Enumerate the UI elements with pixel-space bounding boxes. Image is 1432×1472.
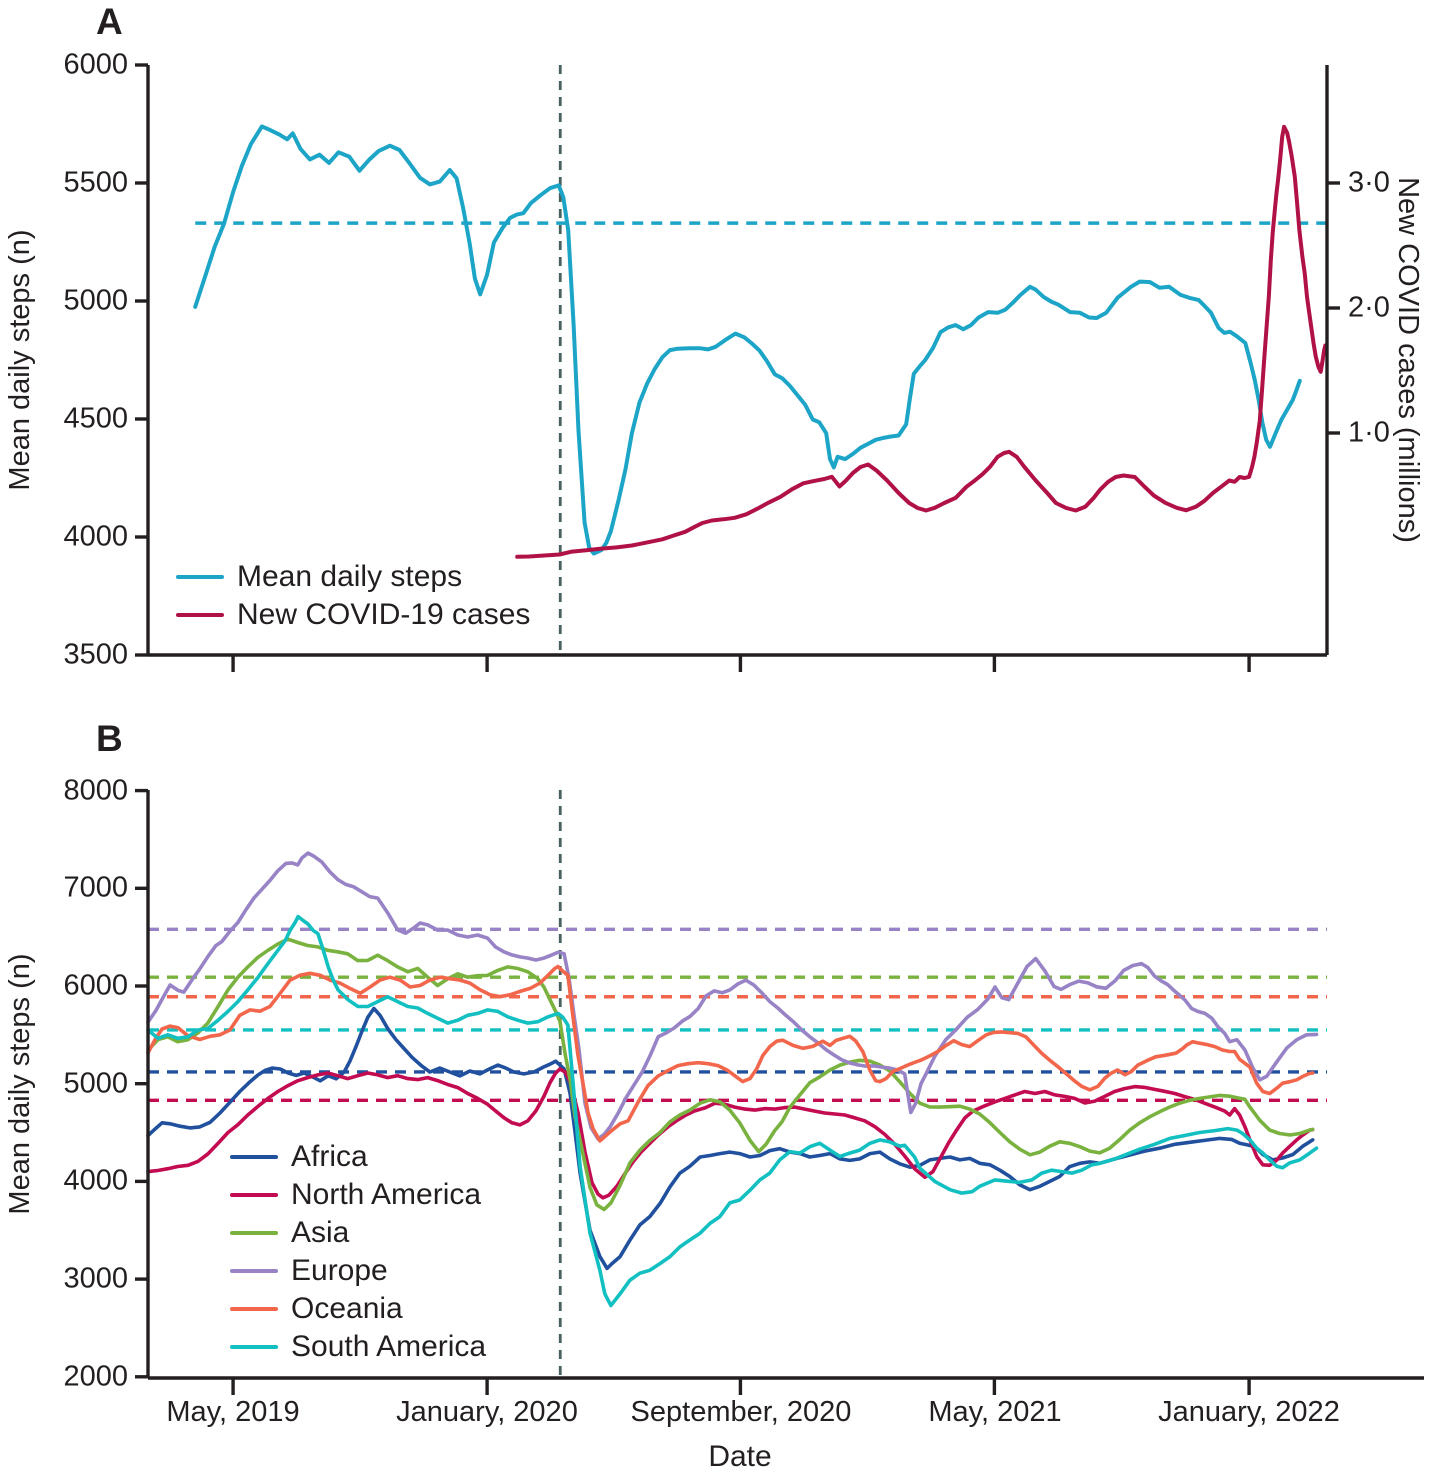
oceania-line-swatch bbox=[230, 1307, 278, 1311]
a-legend-item-steps: Mean daily steps bbox=[176, 559, 462, 595]
b-ytick: 8000 bbox=[63, 774, 128, 807]
b-ytick: 6000 bbox=[63, 969, 128, 1002]
a-legend-label: Mean daily steps bbox=[237, 560, 463, 593]
north-america-line-swatch bbox=[230, 1193, 278, 1197]
b-ytick: 7000 bbox=[63, 871, 128, 904]
b-legend-label: North America bbox=[291, 1178, 482, 1211]
b-legend-label: South America bbox=[291, 1330, 487, 1363]
a-y-right-axis-title: New COVID cases (millions) bbox=[1392, 177, 1424, 543]
a-y-left-axis-title: Mean daily steps (n) bbox=[4, 229, 36, 491]
b-legend-label: Africa bbox=[291, 1140, 368, 1173]
a-ytick-right: 1·0 bbox=[1348, 416, 1390, 449]
a-ytick-left: 4500 bbox=[63, 402, 128, 435]
steps-line-swatch bbox=[176, 575, 224, 579]
b-legend-item-oceania: Oceania bbox=[230, 1291, 403, 1327]
b-legend-item-asia: Asia bbox=[230, 1215, 349, 1251]
x-tick-label: May, 2021 bbox=[928, 1396, 1062, 1428]
b-legend-label: Europe bbox=[291, 1254, 388, 1287]
covid-line-swatch bbox=[176, 613, 224, 617]
x-tick-label: January, 2022 bbox=[1158, 1396, 1340, 1428]
x-tick-label: September, 2020 bbox=[630, 1396, 852, 1428]
a-ytick-left: 4000 bbox=[63, 520, 128, 553]
b-legend-label: Asia bbox=[291, 1216, 350, 1249]
africa-line-swatch bbox=[230, 1155, 278, 1159]
a-legend-item-covid: New COVID-19 cases bbox=[176, 597, 530, 633]
a-ytick-left: 3500 bbox=[63, 638, 128, 671]
x-tick-label: January, 2020 bbox=[396, 1396, 578, 1428]
asia-line-swatch bbox=[230, 1231, 278, 1235]
b-legend-item-south-america: South America bbox=[230, 1329, 486, 1365]
b-legend-item-africa: Africa bbox=[230, 1139, 368, 1175]
b-ytick: 5000 bbox=[63, 1067, 128, 1100]
b-ytick: 2000 bbox=[63, 1360, 128, 1393]
a-ytick-left: 6000 bbox=[63, 48, 128, 81]
a-ytick-right: 3·0 bbox=[1348, 166, 1390, 199]
b-legend-item-north-america: North America bbox=[230, 1177, 481, 1213]
a-ytick-right: 2·0 bbox=[1348, 291, 1390, 324]
a-ytick-left: 5000 bbox=[63, 284, 128, 317]
b-ytick: 4000 bbox=[63, 1164, 128, 1197]
a-ytick-left: 5500 bbox=[63, 166, 128, 199]
panel-a-letter: A bbox=[96, 1, 123, 42]
b-ytick: 3000 bbox=[63, 1262, 128, 1295]
b-legend-item-europe: Europe bbox=[230, 1253, 388, 1289]
a-legend-label: New COVID-19 cases bbox=[237, 598, 531, 631]
b-y-axis-title: Mean daily steps (n) bbox=[4, 953, 36, 1215]
x-tick-label: May, 2019 bbox=[166, 1396, 300, 1428]
europe-line-swatch bbox=[230, 1269, 278, 1273]
panel-b-letter: B bbox=[96, 718, 123, 759]
b-legend-label: Oceania bbox=[291, 1292, 403, 1325]
x-axis-title: Date bbox=[708, 1440, 772, 1472]
south-america-line-swatch bbox=[230, 1345, 278, 1349]
